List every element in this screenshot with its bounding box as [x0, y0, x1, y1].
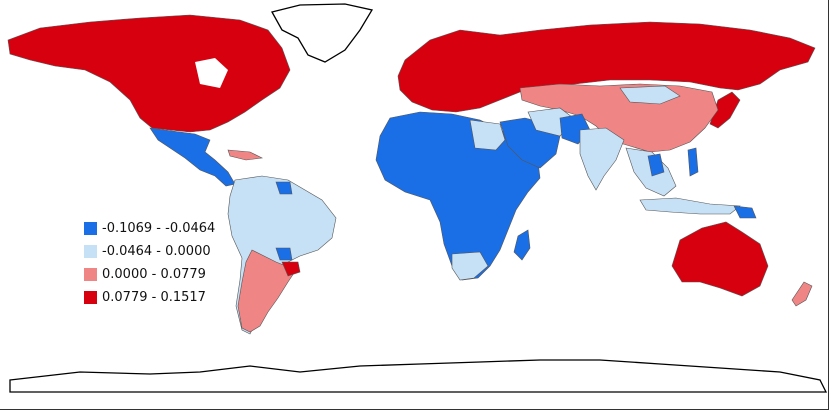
legend-label: 0.0779 - 0.1517	[102, 290, 206, 305]
legend-swatch-class2	[84, 245, 97, 258]
europe-russia	[397, 21, 816, 113]
north-america	[7, 14, 291, 133]
japan	[709, 91, 741, 129]
madagascar	[513, 229, 531, 261]
legend: -0.1069 - -0.0464 -0.0464 - 0.0000 0.000…	[84, 217, 216, 309]
greenland	[271, 3, 374, 63]
legend-swatch-class4	[84, 291, 97, 304]
legend-item: -0.1069 - -0.0464	[84, 217, 216, 240]
paraguay	[275, 247, 293, 261]
mongolia	[619, 85, 681, 105]
legend-label: -0.1069 - -0.0464	[102, 221, 216, 236]
north-africa-east	[469, 119, 506, 151]
legend-label: -0.0464 - 0.0000	[102, 244, 211, 259]
legend-item: -0.0464 - 0.0000	[84, 240, 214, 263]
legend-item: 0.0000 - 0.0779	[84, 263, 214, 286]
india	[579, 127, 625, 191]
guyana	[275, 181, 293, 195]
indochina	[647, 153, 665, 177]
legend-item: 0.0779 - 0.1517	[84, 286, 214, 309]
south-africa	[451, 251, 489, 281]
mexico-central-america	[149, 127, 236, 187]
papua-new-guinea	[733, 205, 757, 219]
philippines	[687, 147, 699, 177]
antarctica	[9, 359, 828, 393]
map-frame	[0, 0, 829, 410]
indonesia	[639, 197, 741, 215]
caribbean	[227, 149, 264, 161]
legend-label: 0.0000 - 0.0779	[102, 267, 206, 282]
uruguay	[281, 261, 301, 277]
australia	[671, 221, 769, 297]
legend-swatch-class1	[84, 222, 97, 235]
legend-swatch-class3	[84, 268, 97, 281]
new-zealand	[791, 281, 813, 307]
